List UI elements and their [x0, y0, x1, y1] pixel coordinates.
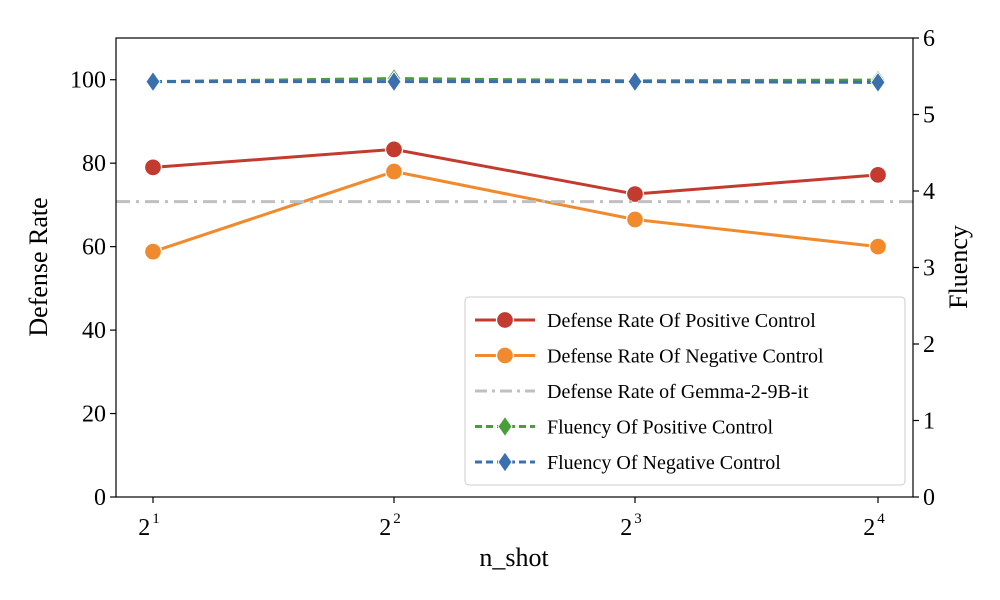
y2-tick-label: 0 — [923, 485, 935, 511]
series-5 — [145, 70, 886, 94]
legend-entry-2: Defense Rate Of Negative Control — [475, 346, 824, 368]
series-line — [152, 77, 879, 84]
y2-tick-label: 5 — [923, 103, 935, 129]
legend-marker — [495, 346, 515, 365]
y2-tick-label: 3 — [923, 256, 935, 282]
data-point — [386, 70, 402, 93]
legend-marker — [497, 415, 513, 438]
data-point — [384, 140, 404, 159]
series-2 — [143, 162, 888, 261]
y-tick-label: 40 — [82, 318, 106, 344]
y-tick-label: 100 — [70, 68, 106, 94]
series-layer — [116, 67, 913, 261]
legend-label: Fluency Of Negative Control — [547, 452, 781, 474]
data-point — [145, 70, 161, 93]
right-axis: 0 1 2 3 4 5 6 — [913, 26, 935, 511]
data-point — [627, 70, 643, 93]
legend-label: Defense Rate Of Negative Control — [547, 346, 824, 368]
y-tick-label: 80 — [82, 151, 106, 177]
y2-tick-label: 4 — [923, 179, 935, 205]
legend-box — [464, 296, 906, 486]
series-line — [153, 80, 879, 84]
legend-marker — [497, 451, 513, 473]
legend: Defense Rate Of Positive Control Defense … — [464, 296, 906, 486]
left-axis: 0 20 40 60 80 100 — [70, 68, 116, 511]
series-line — [152, 170, 879, 254]
legend-label: Defense Rate Of Positive Control — [547, 310, 816, 332]
y-tick-label: 60 — [82, 235, 106, 261]
legend-label: Defense Rate of Gemma-2-9B-it — [547, 381, 809, 403]
data-point — [143, 242, 163, 261]
data-point — [870, 71, 886, 94]
legend-entry-4: Fluency Of Positive Control — [475, 415, 774, 439]
data-point — [143, 158, 163, 177]
y-tick-label: 20 — [82, 402, 106, 428]
x-axis-title: n_shot — [479, 543, 549, 572]
legend-marker — [495, 310, 515, 330]
legend-entry-3: Defense Rate of Gemma-2-9B-it — [475, 381, 809, 403]
data-point — [868, 165, 888, 185]
y-axis-title: Defense Rate — [24, 197, 53, 336]
y2-tick-label: 2 — [923, 332, 935, 358]
y2-tick-label: 6 — [923, 26, 935, 52]
data-point — [384, 162, 404, 181]
legend-entry-5: Fluency Of Negative Control — [475, 451, 781, 474]
y2-axis-title: Fluency — [944, 225, 973, 309]
data-point — [625, 210, 645, 229]
y2-tick-label: 1 — [923, 409, 935, 435]
y-tick-label: 0 — [94, 485, 106, 511]
series-4 — [145, 67, 886, 93]
data-point — [868, 237, 888, 256]
series-1 — [143, 140, 888, 204]
series-line — [152, 147, 879, 196]
legend-entry-1: Defense Rate Of Positive Control — [475, 310, 816, 332]
legend-label: Fluency Of Positive Control — [547, 417, 774, 439]
data-point — [625, 184, 645, 204]
